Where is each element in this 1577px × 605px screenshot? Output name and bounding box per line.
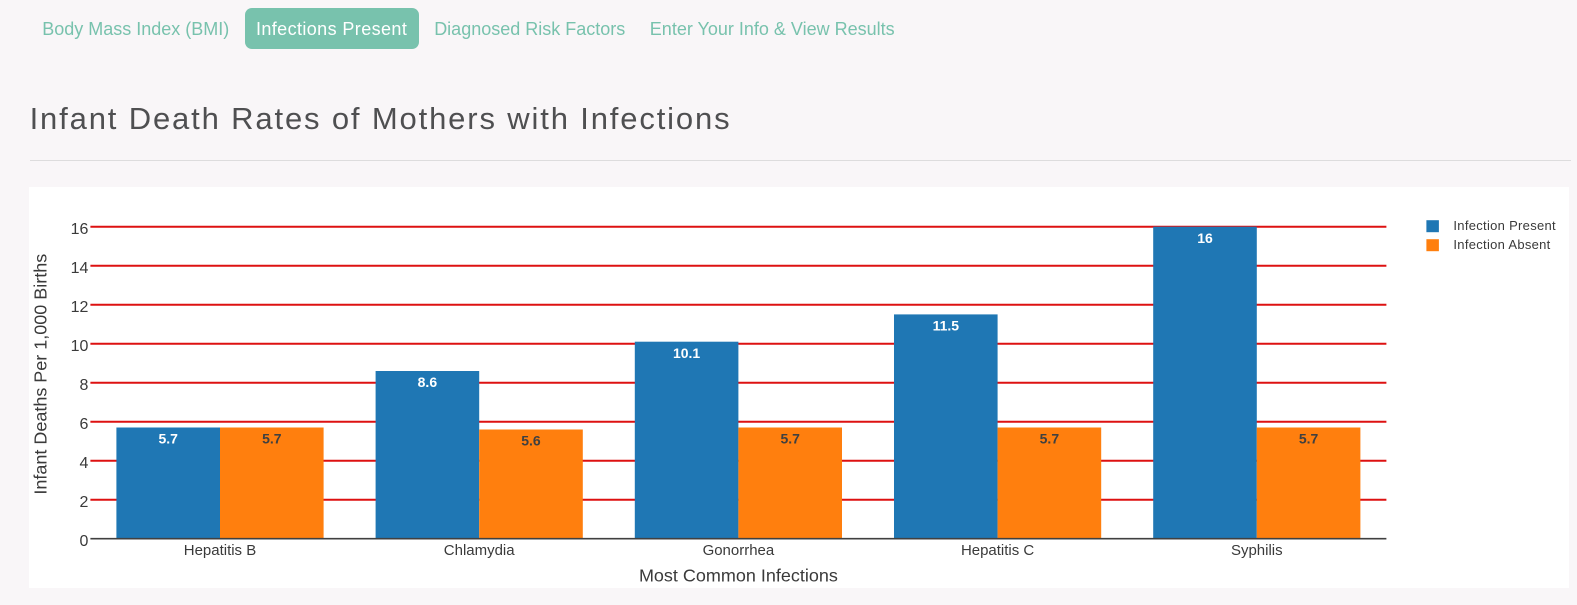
svg-text:5.7: 5.7 — [1039, 430, 1059, 446]
svg-text:12: 12 — [70, 298, 88, 315]
svg-text:0: 0 — [79, 532, 88, 549]
svg-text:4: 4 — [79, 454, 88, 471]
svg-text:5.6: 5.6 — [521, 432, 541, 448]
svg-text:14: 14 — [70, 259, 88, 276]
svg-text:5.7: 5.7 — [780, 430, 800, 446]
svg-text:6: 6 — [79, 415, 88, 432]
svg-text:11.5: 11.5 — [932, 317, 959, 333]
svg-text:16: 16 — [70, 220, 88, 237]
svg-text:10.1: 10.1 — [673, 344, 700, 360]
svg-text:5.7: 5.7 — [158, 430, 178, 446]
svg-text:5.7: 5.7 — [262, 430, 282, 446]
svg-text:8.6: 8.6 — [417, 374, 437, 390]
svg-text:Syphilis: Syphilis — [1231, 542, 1283, 559]
svg-text:Gonorrhea: Gonorrhea — [702, 542, 774, 559]
svg-text:5.7: 5.7 — [1298, 430, 1318, 446]
svg-text:Infection Absent: Infection Absent — [1453, 237, 1550, 252]
svg-text:8: 8 — [79, 376, 88, 393]
svg-text:Most Common Infections: Most Common Infections — [639, 565, 838, 585]
svg-text:16: 16 — [1197, 229, 1213, 245]
svg-text:Chlamydia: Chlamydia — [443, 542, 514, 559]
svg-text:Hepatitis B: Hepatitis B — [183, 542, 255, 559]
svg-text:Infection Present: Infection Present — [1453, 218, 1556, 233]
svg-text:Infant Deaths Per 1,000 Births: Infant Deaths Per 1,000 Births — [30, 253, 50, 494]
svg-text:2: 2 — [79, 493, 88, 510]
svg-text:10: 10 — [70, 337, 88, 354]
svg-text:Hepatitis C: Hepatitis C — [961, 542, 1034, 559]
